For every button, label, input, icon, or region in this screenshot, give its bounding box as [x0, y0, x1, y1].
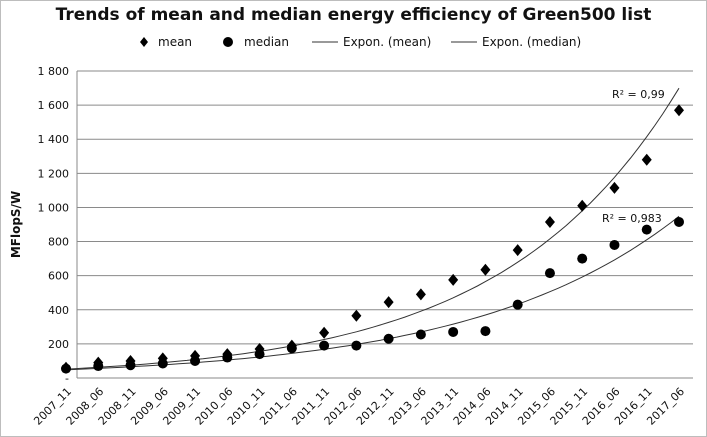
y-tick-label: 400	[48, 304, 69, 317]
legend-median-label: median	[244, 35, 289, 49]
mean-point	[448, 273, 459, 286]
median-point	[190, 355, 201, 366]
median-point	[544, 268, 555, 279]
mean-point	[415, 288, 426, 301]
trendline-median	[65, 215, 680, 371]
r2-label-mean: R² = 0,99	[612, 88, 665, 101]
y-tick-label: 1 800	[38, 65, 70, 78]
median-point	[254, 349, 265, 360]
median-point	[674, 216, 684, 227]
median-point	[222, 352, 233, 363]
r2-label-median: R² = 0,983	[602, 212, 662, 225]
chart-title: Trends of mean and median energy efficie…	[55, 5, 652, 25]
y-tick-label: 800	[48, 236, 69, 249]
mean-point	[383, 296, 394, 309]
y-tick-label: 1 000	[38, 201, 70, 214]
median-point	[641, 224, 652, 235]
median-point	[415, 329, 426, 340]
y-tick-label: 1 200	[38, 167, 70, 180]
trendline-mean	[65, 87, 680, 370]
legend-mean-marker	[140, 37, 148, 47]
y-tick-label: 1 600	[38, 99, 70, 112]
mean-point	[609, 181, 620, 194]
mean-point	[674, 104, 684, 117]
mean-point	[351, 309, 362, 322]
mean-point	[544, 215, 555, 228]
median-point	[157, 358, 168, 369]
median-point	[480, 326, 491, 337]
y-tick-label: 600	[48, 270, 69, 283]
median-point	[93, 361, 104, 372]
median-point	[383, 333, 394, 344]
y-tick-label: 1 400	[38, 133, 70, 146]
y-axis-label: MFlopS/W	[9, 191, 23, 258]
legend-median-marker	[223, 37, 233, 47]
median-point	[286, 343, 297, 354]
median-point	[577, 253, 588, 264]
y-tick-label: 200	[48, 338, 69, 351]
median-point	[125, 360, 136, 371]
mean-point	[319, 326, 330, 339]
median-point	[512, 299, 523, 310]
mean-point	[577, 199, 588, 212]
mean-point	[512, 244, 523, 257]
mean-point	[641, 153, 652, 166]
legend-expon-median-label: Expon. (median)	[482, 35, 581, 49]
median-point	[609, 239, 620, 250]
median-point	[448, 326, 459, 337]
legend-mean-label: mean	[158, 35, 192, 49]
mean-point	[480, 263, 491, 276]
median-point	[351, 340, 362, 351]
median-point	[61, 363, 71, 374]
median-point	[319, 340, 330, 351]
y-tick-label: -	[65, 372, 69, 385]
legend-expon-mean-label: Expon. (mean)	[343, 35, 431, 49]
